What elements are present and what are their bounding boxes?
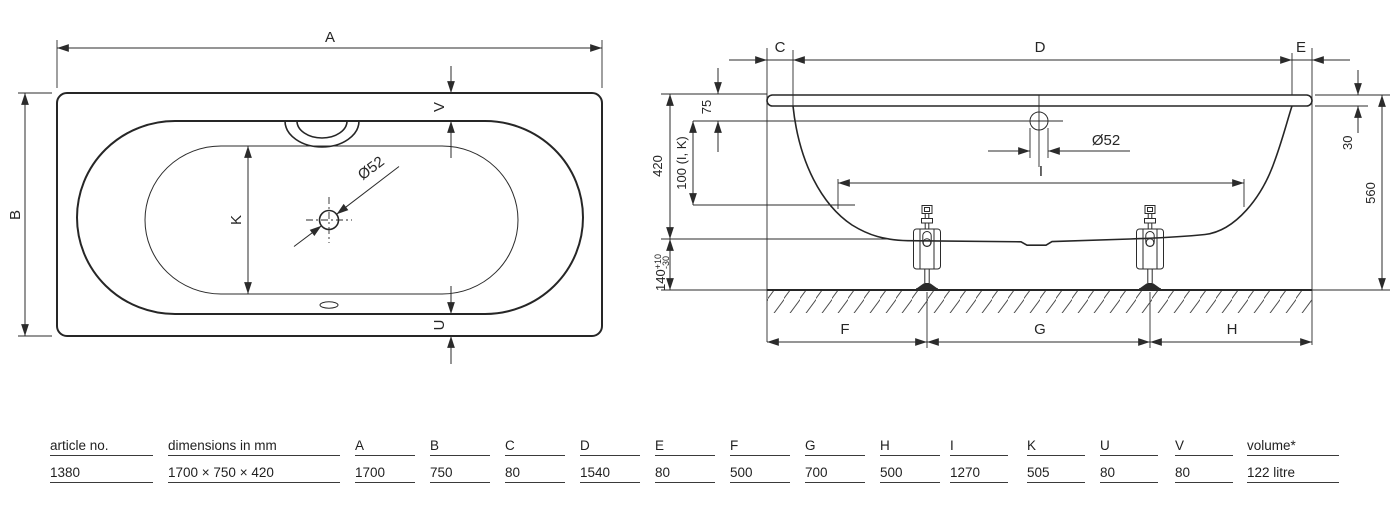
overflow-arcs bbox=[284, 120, 360, 148]
table-column-g: G 700 bbox=[805, 434, 865, 483]
dim-100-label: 100 (I, K) bbox=[674, 136, 689, 189]
dim-c-label: C bbox=[775, 39, 786, 56]
dim-a-label: A bbox=[325, 29, 335, 46]
column-value: 1540 bbox=[580, 456, 640, 483]
column-header: dimensions in mm bbox=[168, 434, 340, 456]
tub-wall-profile bbox=[792, 105, 1293, 246]
column-header: C bbox=[505, 434, 565, 456]
top-view: Ø52 A B K V bbox=[7, 29, 603, 364]
column-header: F bbox=[730, 434, 790, 456]
dim-560-label: 560 bbox=[1363, 182, 1378, 204]
table-column-d: D 1540 bbox=[580, 434, 640, 483]
table-column-f: F 500 bbox=[730, 434, 790, 483]
column-header: B bbox=[430, 434, 490, 456]
dimension-560: 560 bbox=[1363, 95, 1386, 290]
column-value: 500 bbox=[880, 456, 940, 483]
technical-drawing: Ø52 A B K V bbox=[7, 29, 1390, 364]
table-column-a: A 1700 bbox=[355, 434, 415, 483]
dim-u-label: U bbox=[431, 320, 448, 331]
dim-75-label: 75 bbox=[699, 100, 714, 114]
table-column-dimensions: dimensions in mm 1700 × 750 × 420 bbox=[168, 434, 340, 483]
dim-140-label: 140+10-30 bbox=[653, 254, 671, 291]
waste-slot bbox=[319, 301, 339, 309]
dim-k-label: K bbox=[228, 215, 245, 225]
column-value: 500 bbox=[730, 456, 790, 483]
dim-g-label: G bbox=[1034, 321, 1046, 338]
column-header: A bbox=[355, 434, 415, 456]
table-column-article: article no. 1380 bbox=[50, 434, 153, 483]
dim-e-label: E bbox=[1296, 39, 1306, 56]
column-header: I bbox=[950, 434, 1008, 456]
overflow-diameter-label: Ø52 bbox=[1092, 132, 1120, 149]
table-column-volume: volume* 122 litre bbox=[1247, 434, 1339, 483]
side-view: C D E Ø52 I 75 100 (I, bbox=[650, 39, 1390, 348]
tub-rim bbox=[76, 120, 584, 315]
dimension-u: U bbox=[431, 286, 455, 364]
column-value: 505 bbox=[1027, 456, 1085, 483]
column-value: 750 bbox=[430, 456, 490, 483]
column-header: H bbox=[880, 434, 940, 456]
table-column-c: C 80 bbox=[505, 434, 565, 483]
column-value: 80 bbox=[1175, 456, 1233, 483]
column-value: 1700 bbox=[355, 456, 415, 483]
table-column-e: E 80 bbox=[655, 434, 715, 483]
overflow-circle bbox=[1029, 111, 1049, 131]
column-value: 1270 bbox=[950, 456, 1008, 483]
dim-h-label: H bbox=[1227, 321, 1238, 338]
column-header: volume* bbox=[1247, 434, 1339, 456]
dim-b-label: B bbox=[7, 210, 24, 220]
dimension-30: 30 bbox=[1340, 70, 1362, 150]
column-header: E bbox=[655, 434, 715, 456]
dim-f-label: F bbox=[840, 321, 849, 338]
table-column-v: V 80 bbox=[1175, 434, 1233, 483]
dimension-75: 75 bbox=[699, 68, 722, 152]
dimension-140: 140+10-30 bbox=[653, 239, 674, 291]
dimension-100: 100 (I, K) bbox=[674, 121, 697, 205]
table-column-k: K 505 bbox=[1027, 434, 1085, 483]
table-column-i: I 1270 bbox=[950, 434, 1008, 483]
column-header: V bbox=[1175, 434, 1233, 456]
column-value: 80 bbox=[1100, 456, 1158, 483]
dimension-c-d-e: C D E bbox=[729, 39, 1350, 64]
dimension-420: 420 bbox=[650, 94, 674, 239]
dimension-v: V bbox=[431, 66, 455, 158]
overflow-hole: Ø52 bbox=[988, 95, 1130, 167]
column-header: K bbox=[1027, 434, 1085, 456]
dimension-b: B bbox=[7, 92, 52, 337]
dimension-f-g-h: F G H bbox=[767, 321, 1312, 346]
floor-hatching bbox=[767, 289, 1312, 313]
table-column-h: H 500 bbox=[880, 434, 940, 483]
table-column-b: B 750 bbox=[430, 434, 490, 483]
column-value: 1700 × 750 × 420 bbox=[168, 456, 340, 483]
column-value: 700 bbox=[805, 456, 865, 483]
column-value: 80 bbox=[505, 456, 565, 483]
column-header: article no. bbox=[50, 434, 153, 456]
column-header: D bbox=[580, 434, 640, 456]
column-value: 1380 bbox=[50, 456, 153, 483]
adjustable-foot bbox=[913, 205, 941, 291]
dim-420-label: 420 bbox=[650, 155, 665, 177]
table-column-u: U 80 bbox=[1100, 434, 1158, 483]
dim-v-label: V bbox=[431, 102, 448, 112]
column-value: 122 litre bbox=[1247, 456, 1339, 483]
column-value: 80 bbox=[655, 456, 715, 483]
dim-30-label: 30 bbox=[1340, 136, 1355, 150]
column-header: U bbox=[1100, 434, 1158, 456]
dim-i-label: I bbox=[1039, 163, 1043, 180]
dimension-i: I bbox=[837, 163, 1245, 209]
dim-d-label: D bbox=[1035, 39, 1046, 56]
tub-outer-edge bbox=[56, 92, 603, 337]
dimension-k: K bbox=[228, 146, 252, 294]
dimension-a: A bbox=[56, 29, 603, 88]
column-header: G bbox=[805, 434, 865, 456]
